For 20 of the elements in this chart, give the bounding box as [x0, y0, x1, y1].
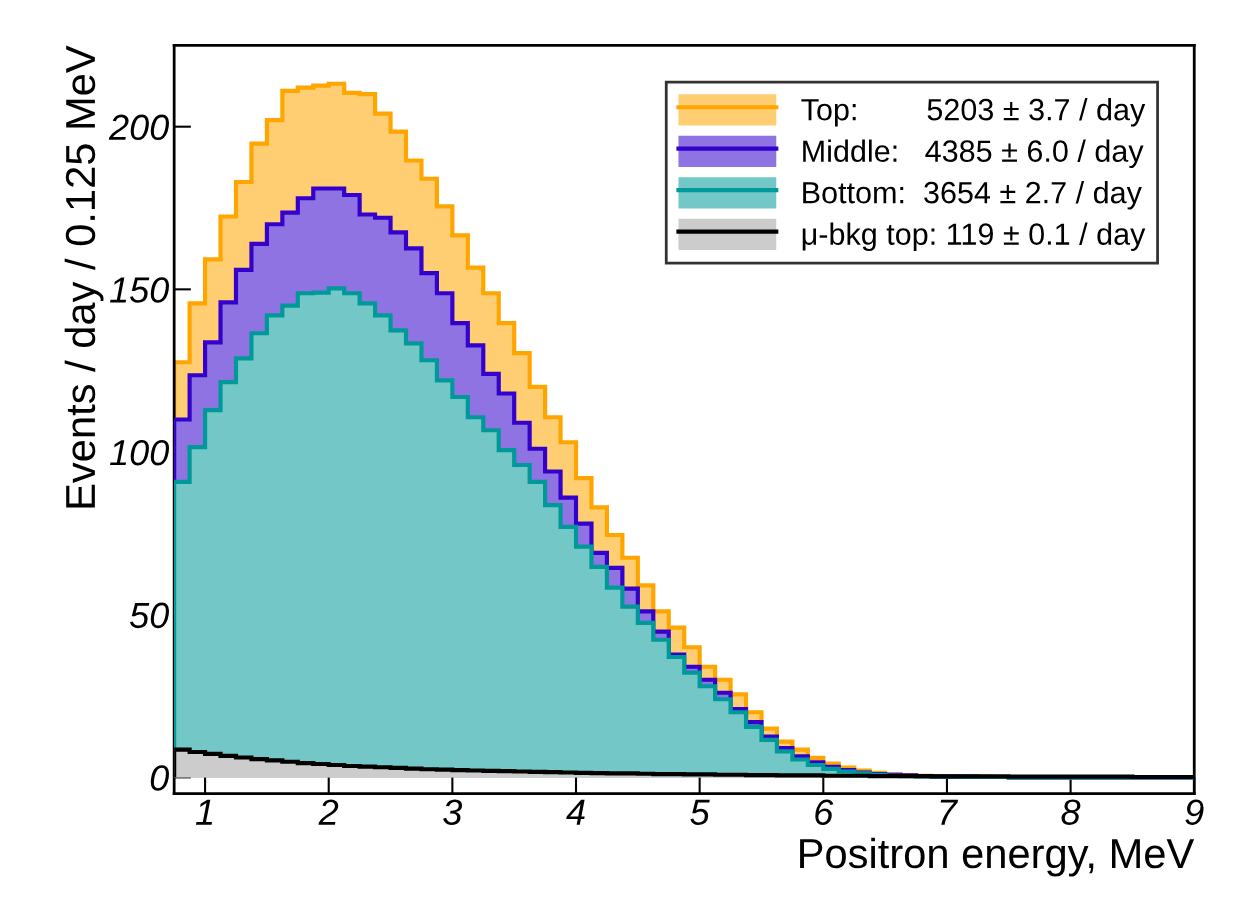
x-tick-label: 5: [690, 799, 710, 826]
x-tick-label: 2: [318, 799, 339, 825]
x-tick-label: 6: [815, 799, 834, 826]
x-tick-label: 7: [940, 799, 959, 825]
x-axis-title: Positron energy, MeV: [800, 837, 1195, 877]
legend-label: Middle: 4385 ± 6.0 / day: [803, 139, 1144, 169]
y-tick-label: 100: [109, 439, 169, 466]
y-tick-label: 200: [108, 114, 169, 141]
legend-label: Top: 5203 ± 3.7 / day: [801, 98, 1146, 127]
y-axis-title: Events / day / 0.125 MeV: [64, 45, 104, 508]
x-tick-label: 3: [443, 799, 463, 826]
x-tick-label: 1: [195, 799, 213, 825]
x-tick-label: 4: [566, 799, 585, 825]
y-tick-label: 50: [129, 602, 169, 629]
legend-label: Bottom: 3654 ± 2.7 / day: [803, 181, 1142, 210]
y-tick-label: 150: [109, 277, 169, 303]
x-tick-label: 9: [1185, 799, 1204, 826]
legend-label: μ-bkg top: 119 ± 0.1 / day: [802, 222, 1146, 251]
x-tick-label: 8: [1061, 799, 1081, 826]
y-tick-label: 0: [150, 765, 169, 791]
